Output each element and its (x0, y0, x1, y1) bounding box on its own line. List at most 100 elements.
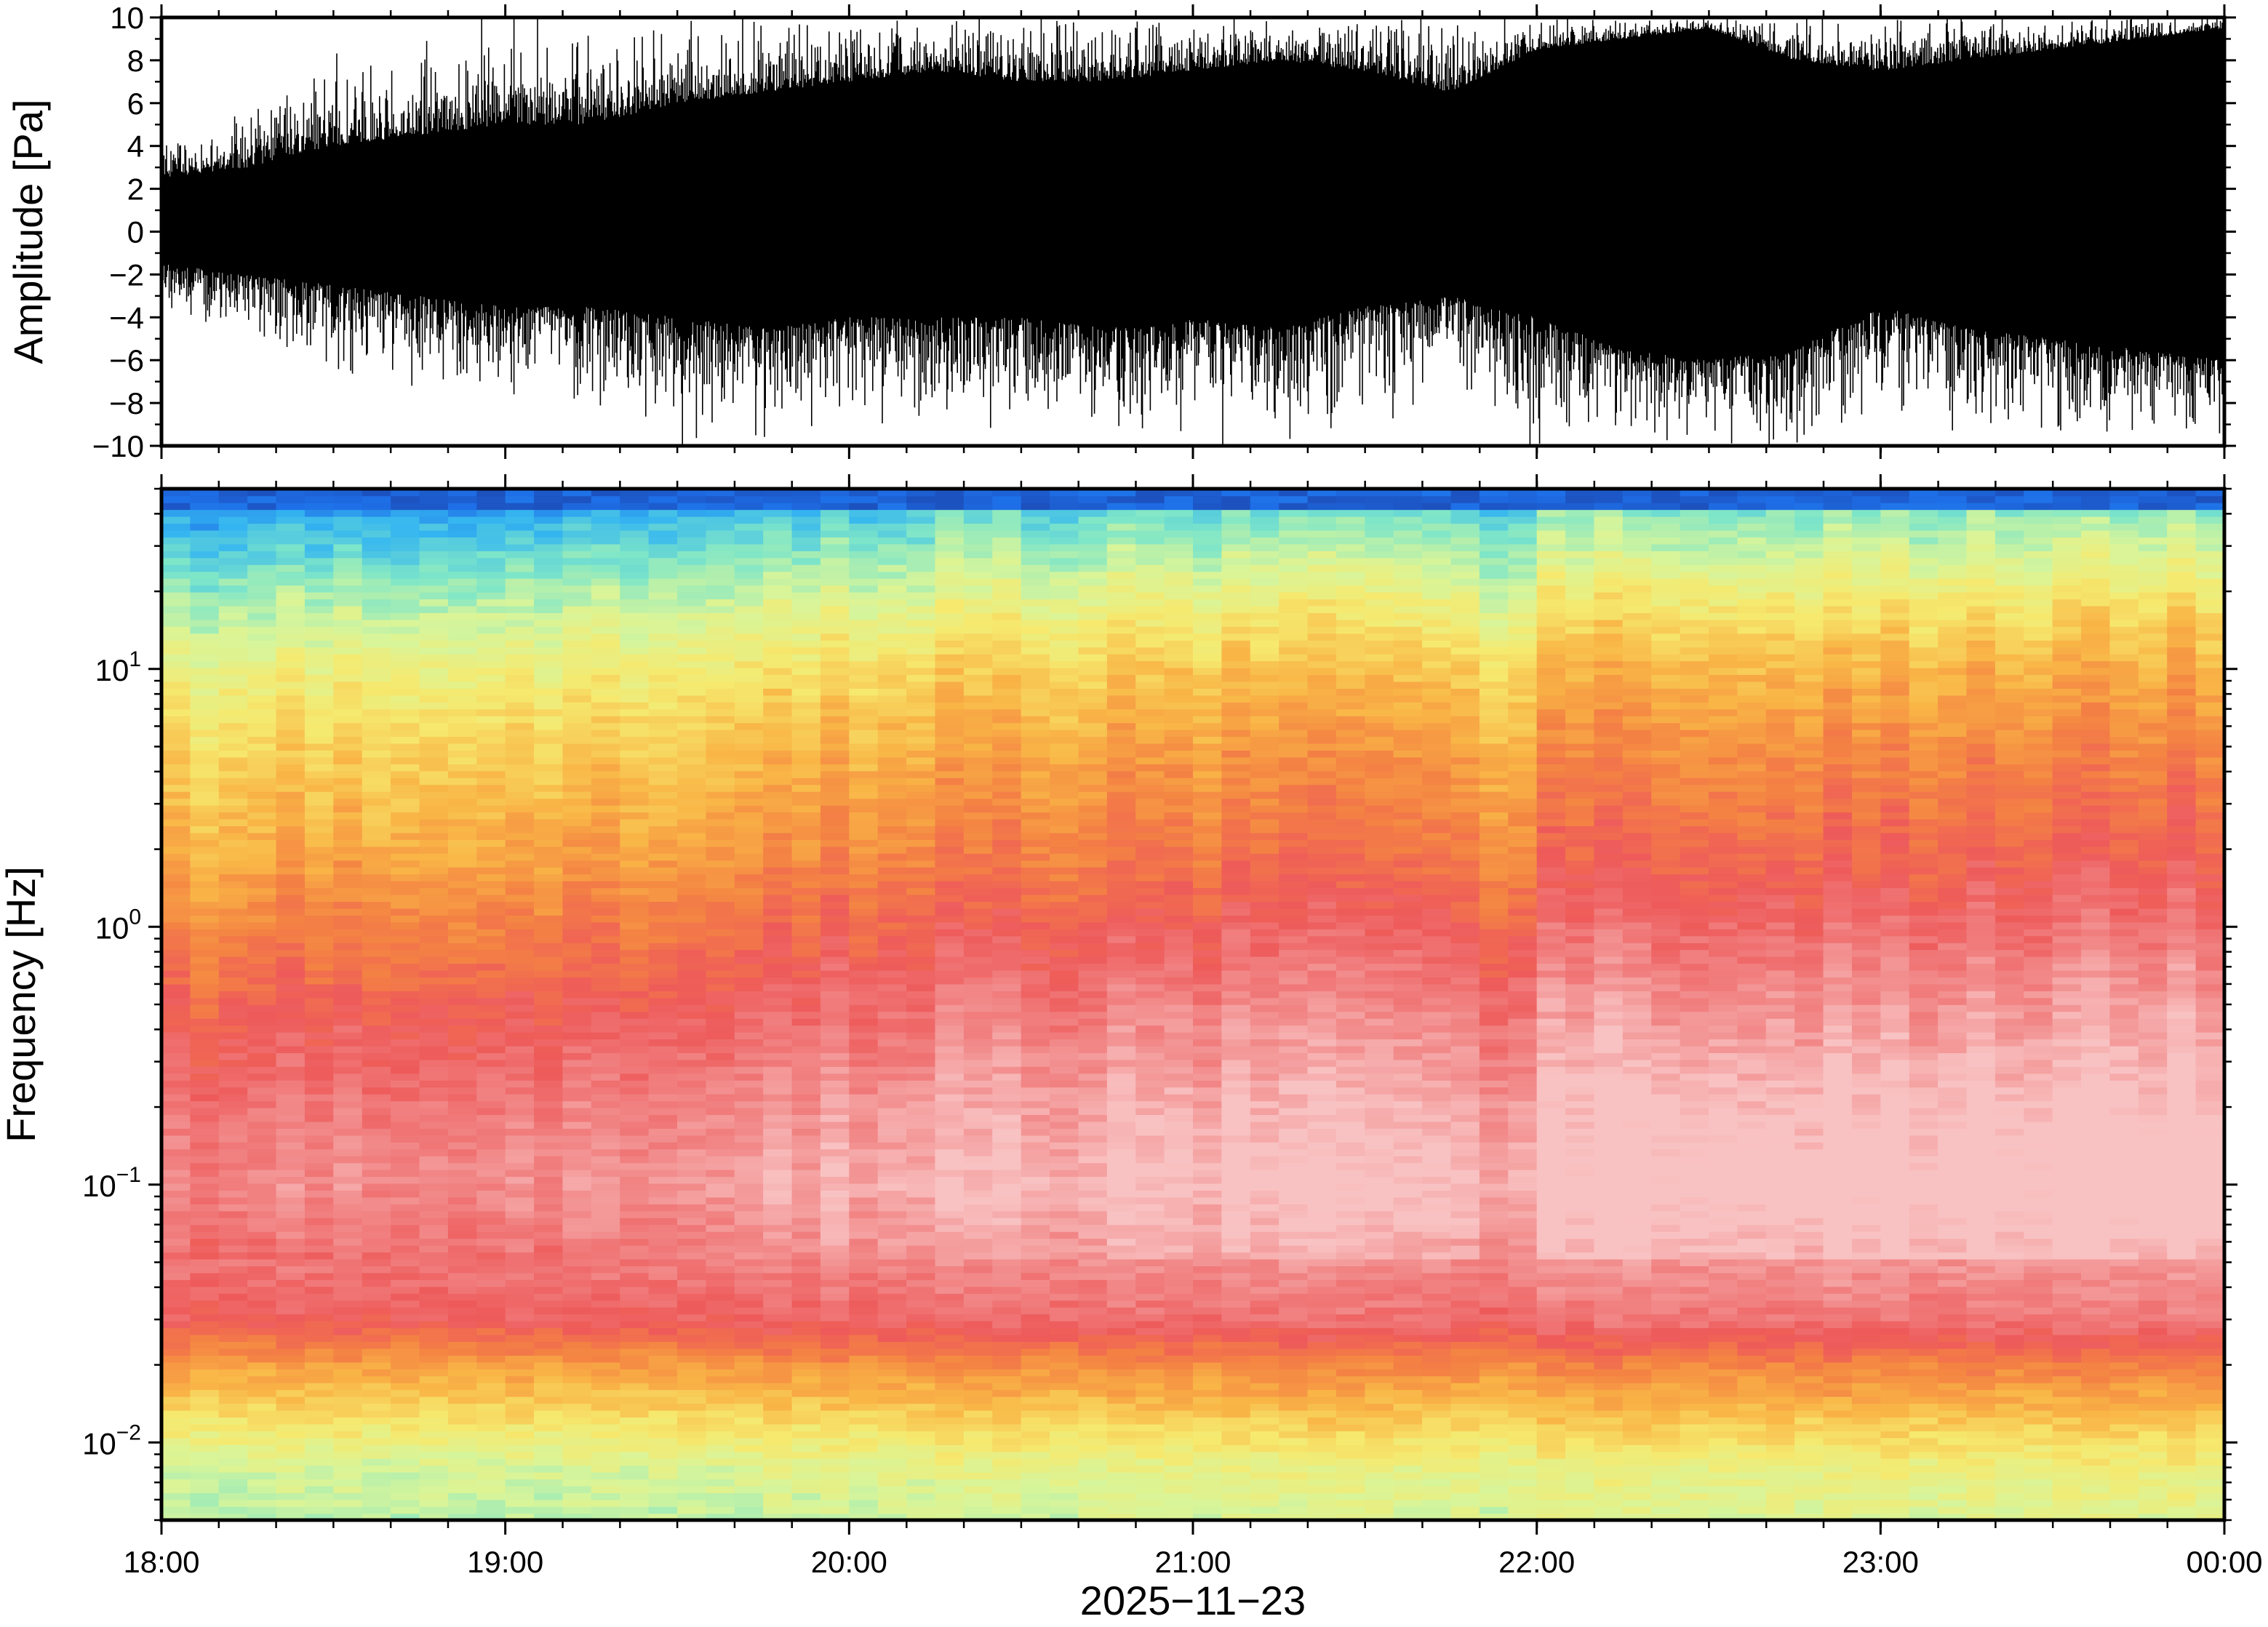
spectrogram-cell (247, 1321, 276, 1328)
spectrogram-cell (878, 1135, 907, 1143)
spectrogram-cell (247, 1383, 276, 1390)
spectrogram-cell (620, 977, 649, 984)
spectrogram-cell (1050, 564, 1079, 572)
spectrogram-cell (506, 750, 535, 757)
spectrogram-cell (1050, 702, 1079, 709)
spectrogram-cell (964, 1321, 993, 1328)
spectrogram-cell (391, 1465, 420, 1472)
spectrogram-cell (735, 1011, 764, 1018)
spectrogram-cell (562, 1355, 591, 1362)
spectrogram-cell (305, 764, 334, 771)
spectrogram-cell (362, 516, 391, 524)
spectrogram-cell (964, 1383, 993, 1390)
spectrogram-cell (820, 1170, 850, 1177)
spectrogram-cell (448, 564, 477, 572)
spectrogram-cell (448, 812, 477, 819)
spectrogram-cell (1021, 736, 1050, 743)
spectrogram-cell (906, 929, 935, 936)
spectrogram-cell (219, 949, 248, 956)
spectrogram-cell (792, 1492, 821, 1500)
spectrogram-cell (391, 853, 420, 860)
spectrogram-cell (964, 1362, 993, 1370)
spectrogram-cell (362, 1211, 391, 1218)
spectrogram-cell (763, 633, 792, 641)
spectrogram-cell (964, 812, 993, 819)
spectrogram-cell (534, 1128, 563, 1135)
spectrogram-cell (391, 1245, 420, 1252)
spectrogram-cell (964, 1273, 993, 1280)
spectrogram-cell (333, 991, 362, 998)
spectrogram-cell (964, 1183, 993, 1191)
spectrogram-cell (992, 564, 1021, 572)
spectrogram-cell (935, 729, 965, 737)
spectrogram-cell (677, 1087, 706, 1094)
spectrogram-cell (677, 1479, 706, 1486)
spectrogram-cell (305, 722, 334, 729)
spectrogram-cell (362, 1335, 391, 1342)
spectrogram-cell (420, 943, 449, 950)
spectrogram-cell (305, 1321, 334, 1328)
spectrogram-cell (333, 812, 362, 819)
spectrogram-cell (247, 922, 276, 930)
spectrogram-cell (534, 709, 563, 716)
spectrogram-cell (333, 757, 362, 764)
spectrogram-cell (935, 826, 965, 833)
spectrogram-cell (935, 970, 965, 978)
spectrogram-cell (820, 1300, 850, 1307)
spectrogram-cell (562, 1128, 591, 1135)
spectrogram-cell (1078, 1424, 1107, 1431)
spectrogram-cell (706, 956, 735, 964)
spectrogram-column (906, 489, 935, 1521)
spectrogram-cell (735, 1266, 764, 1273)
spectrogram-cell (420, 1176, 449, 1183)
spectrogram-cell (763, 702, 792, 709)
spectrogram-cell (362, 578, 391, 585)
spectrogram-cell (878, 915, 907, 922)
spectrogram-cell (620, 1170, 649, 1177)
spectrogram-cell (706, 564, 735, 572)
spectrogram-cell (763, 1500, 792, 1507)
spectrogram-cell (247, 805, 276, 812)
spectrogram-cell (677, 674, 706, 681)
spectrogram-cell (591, 668, 620, 675)
spectrogram-cell (247, 1114, 276, 1122)
spectrogram-cell (562, 585, 591, 592)
spectrogram-cell (935, 1094, 965, 1101)
spectrogram-cell (792, 771, 821, 778)
spectrogram-cell (506, 668, 535, 675)
spectrogram-cell (735, 943, 764, 950)
spectrogram-cell (1050, 826, 1079, 833)
spectrogram-cell (506, 998, 535, 1005)
spectrogram-cell (620, 592, 649, 599)
spectrogram-cell (649, 1327, 678, 1335)
spectrogram-cell (219, 1052, 248, 1060)
spectrogram-cell (992, 654, 1021, 661)
spectrogram-cell (476, 791, 506, 799)
spectrogram-cell (763, 1060, 792, 1067)
spectrogram-cell (161, 551, 191, 558)
spectrogram-cell (448, 887, 477, 895)
spectrogram-cell (706, 592, 735, 599)
spectrogram-cell (161, 578, 191, 585)
spectrogram-cell (247, 1197, 276, 1204)
spectrogram-cell (706, 970, 735, 978)
spectrogram-cell (190, 599, 219, 606)
spectrogram-cell (820, 1032, 850, 1039)
spectrogram-cell (935, 833, 965, 840)
spectrogram-cell (534, 949, 563, 956)
spectrogram-cell (906, 660, 935, 668)
spectrogram-cell (362, 1424, 391, 1431)
spectrogram-cell (820, 1094, 850, 1101)
spectrogram-cell (677, 1039, 706, 1046)
spectrogram-cell (620, 1128, 649, 1135)
spectrogram-cell (735, 1431, 764, 1438)
spectrogram-cell (763, 750, 792, 757)
spectrogram-cell (362, 592, 391, 599)
spectrogram-cell (906, 681, 935, 689)
spectrogram-cell (506, 530, 535, 537)
spectrogram-cell (591, 1032, 620, 1039)
spectrogram-cell (677, 1389, 706, 1396)
spectrogram-cell (735, 757, 764, 764)
spectrogram-cell (706, 1162, 735, 1170)
spectrogram-cell (735, 509, 764, 516)
